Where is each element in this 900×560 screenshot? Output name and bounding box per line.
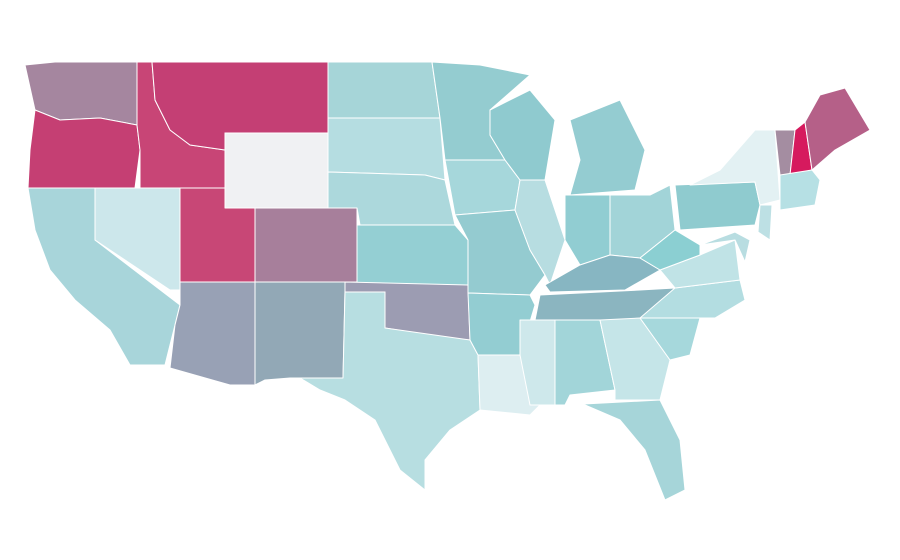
state xyxy=(564,194,611,266)
state xyxy=(689,129,781,206)
state xyxy=(356,224,469,286)
state xyxy=(327,61,441,119)
state xyxy=(519,319,556,406)
state xyxy=(674,181,761,231)
state xyxy=(444,159,521,216)
state xyxy=(299,291,481,491)
state xyxy=(254,207,358,283)
state xyxy=(804,87,871,171)
state xyxy=(639,229,701,271)
state xyxy=(327,117,446,181)
state xyxy=(254,281,346,386)
state xyxy=(224,132,329,209)
state xyxy=(569,99,646,196)
state xyxy=(514,179,566,286)
state xyxy=(169,281,256,386)
state xyxy=(564,399,686,501)
state xyxy=(779,169,821,211)
state xyxy=(699,231,751,263)
state xyxy=(757,204,773,241)
state xyxy=(544,254,661,293)
